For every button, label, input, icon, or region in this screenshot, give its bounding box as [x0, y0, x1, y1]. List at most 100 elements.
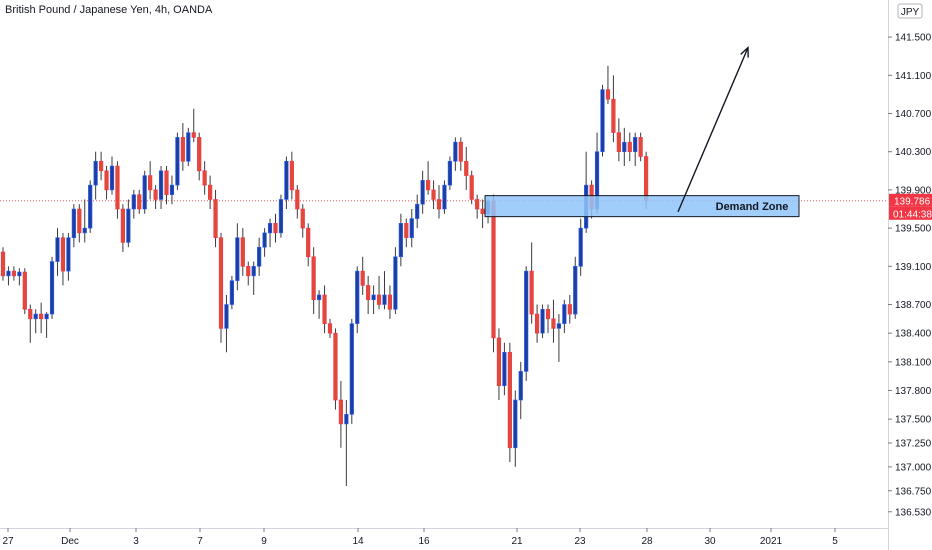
candle	[77, 204, 82, 243]
candle-body-down	[202, 170, 207, 186]
candle	[93, 151, 98, 200]
candle-body-up	[442, 184, 447, 210]
candle-body-down	[306, 227, 311, 258]
candle-body-down	[404, 223, 409, 238]
candle	[104, 166, 109, 200]
candle-body-down	[551, 318, 556, 329]
candle	[616, 118, 621, 162]
candle	[496, 328, 502, 401]
x-tick-label: 2021	[760, 536, 783, 547]
candle-body-down	[197, 137, 202, 172]
candle-body-up	[6, 270, 11, 277]
candle-body-up	[175, 137, 180, 186]
candle-body-up	[17, 271, 22, 277]
candle	[349, 318, 354, 424]
y-tick-label: 141.500	[895, 33, 932, 44]
candle	[60, 232, 66, 286]
candle-body-up	[453, 141, 458, 162]
x-tick-label: 30	[704, 536, 716, 547]
candle	[442, 180, 447, 214]
candle	[567, 294, 572, 324]
candle-body-down	[246, 266, 251, 277]
candle	[300, 204, 305, 238]
candle-body-up	[93, 160, 98, 186]
candle-body-up	[71, 208, 76, 238]
candle-body-down	[104, 170, 109, 191]
candle-body-down	[366, 285, 371, 301]
candle	[382, 271, 387, 310]
candle-body-down	[425, 180, 431, 191]
candle	[469, 170, 474, 205]
candle-body-down	[643, 156, 649, 201]
candle	[556, 314, 561, 362]
candle	[164, 166, 169, 205]
candle	[518, 361, 523, 420]
candle-body-down	[545, 308, 551, 320]
candle-body-down	[491, 201, 496, 339]
candle-body-down	[153, 189, 158, 200]
candle-body-up	[355, 270, 360, 324]
candle	[322, 285, 327, 334]
x-tick-label: 3	[133, 536, 139, 547]
candle	[278, 194, 284, 238]
candle	[71, 204, 76, 248]
y-tick-label: 139.500	[895, 224, 932, 235]
candle	[480, 199, 485, 229]
candle-body-up	[316, 294, 322, 301]
candle-body-down	[208, 184, 213, 200]
candle	[545, 304, 551, 334]
candle	[158, 166, 164, 210]
candle	[88, 180, 93, 233]
candle	[578, 218, 583, 276]
x-tick-label: 16	[418, 536, 430, 547]
candle	[295, 185, 300, 219]
candle	[120, 204, 125, 252]
candle	[404, 218, 409, 248]
candle	[186, 127, 191, 167]
candle-body-down	[137, 194, 142, 210]
candle	[573, 256, 578, 319]
candle	[39, 302, 44, 334]
candle-body-up	[158, 170, 164, 200]
candle	[246, 261, 251, 286]
last-price-value: 139.786	[894, 196, 931, 207]
candle	[453, 137, 458, 171]
candle	[148, 161, 153, 200]
candle	[611, 75, 616, 143]
candle-body-up	[131, 194, 136, 210]
candle	[316, 290, 322, 319]
candle-body-up	[82, 227, 87, 234]
currency-box	[897, 3, 923, 19]
candle	[224, 294, 229, 353]
candle	[17, 268, 22, 286]
candle	[115, 161, 120, 219]
candle-body-up	[420, 180, 425, 205]
candle-body-up	[622, 141, 627, 153]
y-tick-label: 137.000	[895, 462, 932, 473]
candle-body-down	[376, 294, 382, 305]
candle	[529, 242, 534, 324]
candle-body-up	[262, 232, 267, 248]
candle	[366, 275, 371, 315]
candle-body-up	[502, 351, 507, 386]
candle-body-up	[126, 208, 131, 243]
candle	[191, 108, 196, 143]
candle-body-down	[39, 313, 44, 320]
candle-body-down	[11, 270, 17, 277]
candle-body-down	[436, 199, 442, 210]
candle-body-down	[28, 308, 33, 320]
candle-body-up	[33, 313, 38, 320]
candle-body-down	[469, 175, 474, 200]
candle	[333, 328, 338, 410]
y-tick-label: 140.700	[895, 109, 932, 120]
candle	[273, 213, 278, 243]
y-tick-label: 138.100	[895, 357, 932, 368]
candle-body-up	[44, 313, 49, 320]
x-tick-label: 27	[2, 536, 14, 547]
candle	[633, 132, 638, 167]
candle	[393, 247, 398, 315]
candle	[513, 390, 518, 467]
candle	[262, 228, 267, 257]
candle-body-up	[398, 223, 403, 258]
